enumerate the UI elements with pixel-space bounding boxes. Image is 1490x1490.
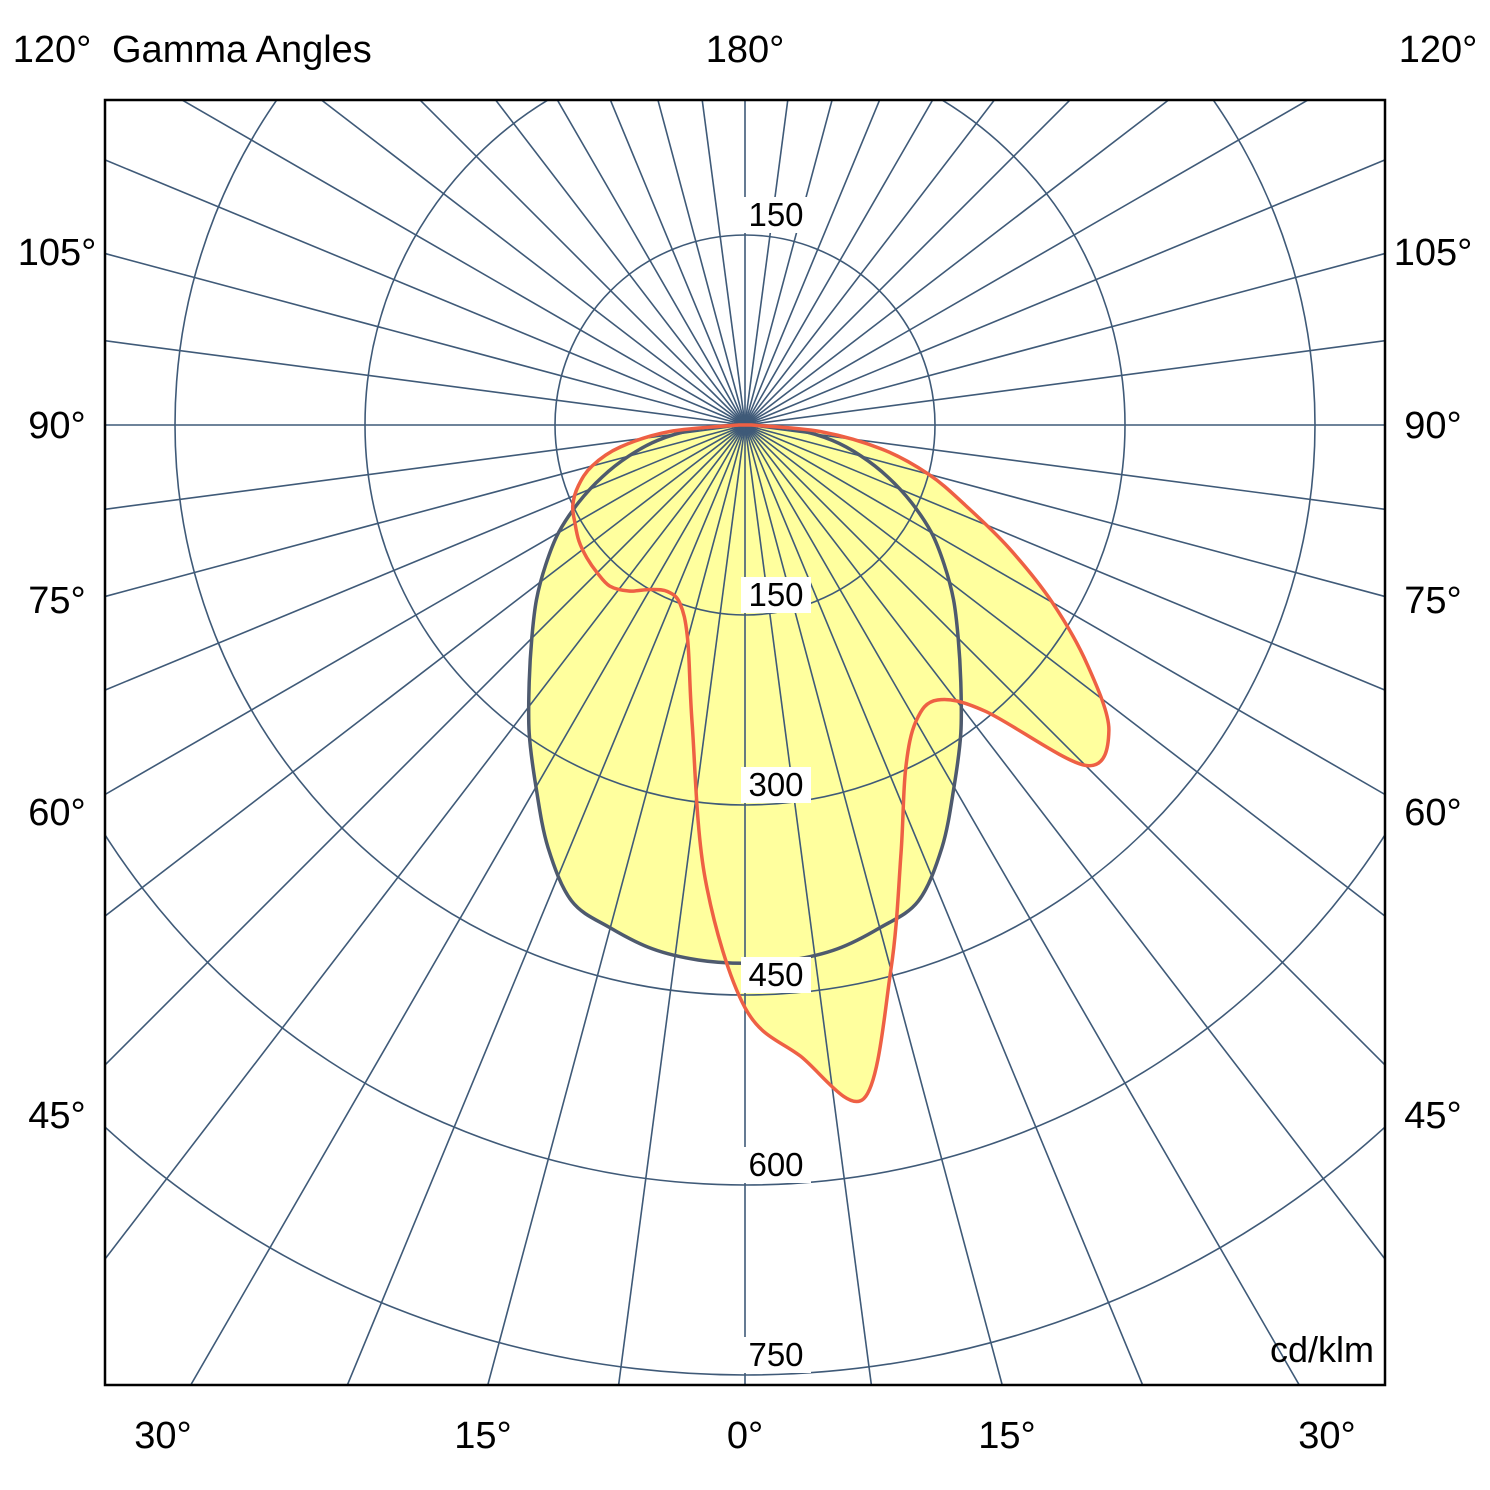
gamma-gridline <box>105 424 746 796</box>
angle-label: 105° <box>18 232 97 274</box>
gamma-gridline <box>744 424 1385 691</box>
gamma-gridline <box>556 100 746 426</box>
gamma-gridline <box>320 100 746 426</box>
ring-label: 300 <box>748 766 803 803</box>
gamma-gridline <box>744 424 1385 511</box>
gamma-gridline <box>657 100 746 426</box>
angle-label: 0° <box>727 1415 763 1457</box>
gamma-gridline <box>744 424 1144 1385</box>
gamma-gridline <box>744 100 833 426</box>
angle-label: 75° <box>28 580 85 622</box>
gamma-gridline <box>744 424 1004 1385</box>
gamma-gridline <box>609 100 746 426</box>
gamma-gridline <box>105 424 746 1067</box>
ring-label: 600 <box>748 1146 803 1183</box>
angle-label: 30° <box>134 1415 191 1457</box>
angle-label: 60° <box>1404 792 1461 834</box>
gamma-gridline <box>744 252 1385 426</box>
ring-label: 750 <box>748 1336 803 1373</box>
gamma-gridline <box>744 424 1385 918</box>
angle-label: 45° <box>28 1095 85 1137</box>
gamma-gridline <box>744 100 934 426</box>
gamma-gridline <box>744 339 1385 426</box>
angle-label: 105° <box>1394 232 1473 274</box>
gamma-gridline <box>105 159 746 426</box>
gamma-gridline <box>744 100 881 426</box>
ring-label-bg <box>741 1147 811 1183</box>
gamma-gridline <box>744 424 1385 598</box>
gamma-gridline <box>346 424 746 1385</box>
angle-label: 60° <box>28 792 85 834</box>
gamma-angle-labels: 105° 90° 75° 60° 45° 105° 90° 75° 60° 45° 30° 15° 0°… <box>18 232 1473 1457</box>
unit-label: cd/klm <box>1270 1329 1374 1370</box>
outer-labels: 120° Gamma Angles 180° 120° cd/klm <box>13 29 1478 1370</box>
ring-label-bg <box>741 577 811 613</box>
ring-label: 450 <box>748 956 803 993</box>
gamma-gridline <box>494 100 746 426</box>
gamma-gridline <box>744 100 996 426</box>
gamma-gridline <box>744 424 1385 1067</box>
red-curve <box>570 423 1111 1104</box>
angle-label: 75° <box>1404 580 1461 622</box>
angle-label: 90° <box>1404 405 1461 447</box>
corner-angle-label-left: 120° <box>13 29 92 71</box>
gamma-gridline <box>105 424 746 511</box>
gamma-gridline <box>744 424 873 1385</box>
gamma-gridline <box>486 424 746 1385</box>
distribution-fill <box>572 425 1109 1102</box>
distribution-fill-layer <box>528 425 1109 1102</box>
gamma-gridline <box>744 159 1385 426</box>
ring-label-bg <box>741 957 811 993</box>
angle-label: 90° <box>28 405 85 447</box>
gamma-gridline <box>418 100 746 426</box>
gamma-gridline <box>744 100 789 426</box>
plot-border <box>103 98 1387 1387</box>
gamma-gridline <box>105 424 746 1261</box>
gamma-gridline <box>744 100 1310 426</box>
gamma-gridline <box>180 100 746 426</box>
gamma-gridline <box>105 424 746 691</box>
gamma-gridline <box>701 100 746 426</box>
ring-label-bg <box>741 767 811 803</box>
angle-label: 30° <box>1298 1415 1355 1457</box>
angle-label: 15° <box>978 1415 1035 1457</box>
gamma-gridline <box>105 424 746 598</box>
ring-label: 150 <box>748 196 803 233</box>
gamma-gridline <box>744 100 1072 426</box>
gamma-gridline <box>105 424 746 918</box>
gamma-gridline <box>744 100 1170 426</box>
ring-label: 150 <box>748 576 803 613</box>
gamma-gridline <box>744 424 1385 1261</box>
ring-label-bg <box>741 197 811 233</box>
gamma-gridline <box>189 424 746 1385</box>
gamma-gridline <box>105 252 746 426</box>
top-angle-label: 180° <box>706 29 785 71</box>
angle-label: 15° <box>454 1415 511 1457</box>
gamma-gridline <box>744 424 1385 796</box>
corner-angle-label-right: 120° <box>1399 29 1478 71</box>
angle-label: 45° <box>1404 1095 1461 1137</box>
radial-tick-labels: 150 300 450 600 750 150 <box>741 196 811 1373</box>
gamma-gridline <box>744 424 1301 1385</box>
ring-label-bg <box>741 1337 811 1373</box>
gamma-gridline <box>617 424 746 1385</box>
gamma-gridline <box>105 339 746 426</box>
chart-title: Gamma Angles <box>112 29 372 71</box>
